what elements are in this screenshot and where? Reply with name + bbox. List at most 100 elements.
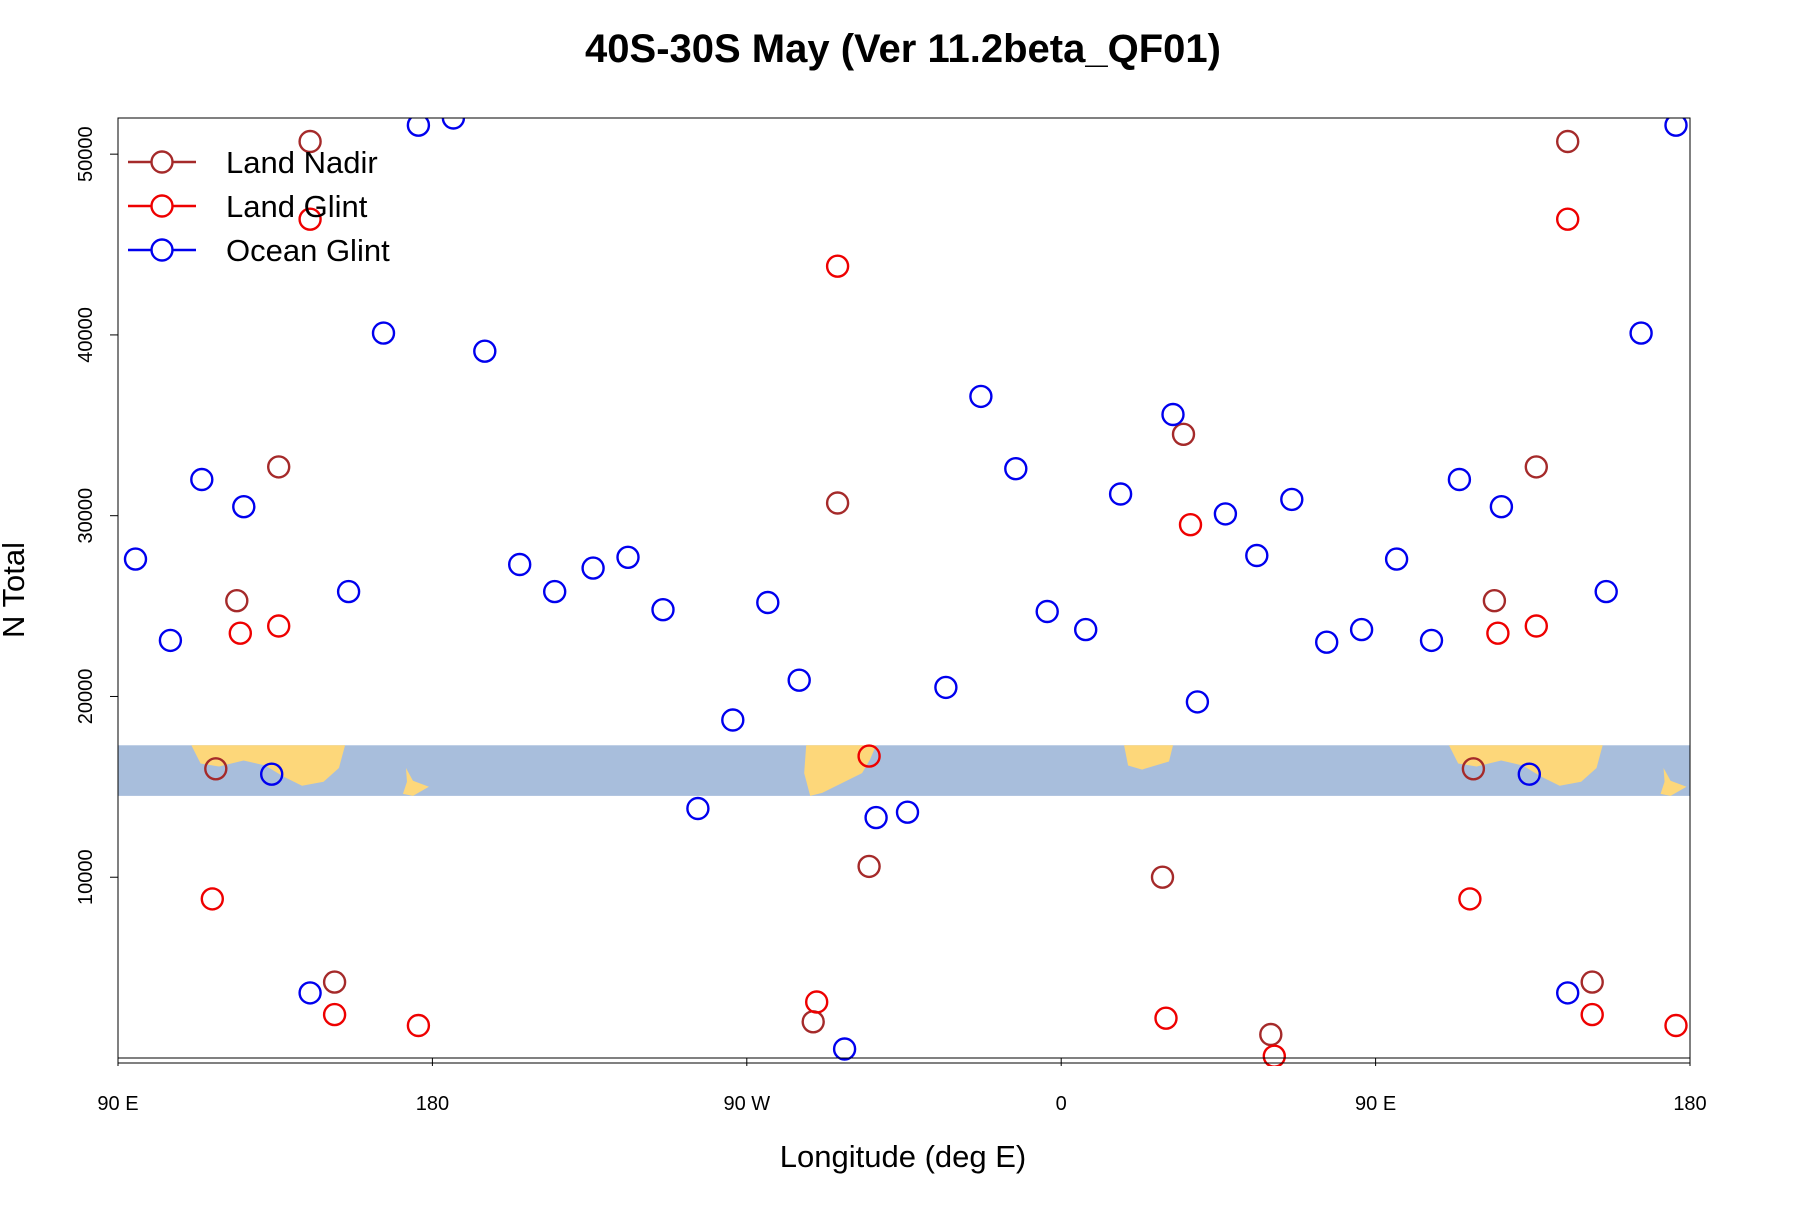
- ocean-glint-point-16: [651, 598, 675, 622]
- legend-label-ocean-glint: Ocean Glint: [226, 233, 390, 268]
- ocean-glint-point-12: [508, 552, 532, 577]
- land-glint-point-2: [228, 621, 253, 645]
- x-axis-label: Longitude (deg E): [780, 1139, 1026, 1174]
- land-nadir-point-10: [1259, 1022, 1283, 1047]
- ocean-glint-point-5: [260, 762, 284, 786]
- land-nadir-point-8: [1150, 865, 1175, 889]
- land-nadir-point-12: [1482, 589, 1507, 613]
- ocean-glint-point-29: [1108, 482, 1133, 506]
- land-nadir-point-5: [322, 970, 347, 994]
- ocean-glint-point-7: [336, 579, 361, 604]
- ocean-glint-point-8: [371, 321, 396, 345]
- ocean-glint-point-19: [756, 590, 780, 615]
- land-glint-point-8: [825, 254, 850, 278]
- ocean-glint-point-2: [158, 628, 183, 653]
- ocean-glint-point-3: [190, 467, 214, 492]
- ocean-glint-point-1: [123, 547, 148, 571]
- land-glint-point-3: [267, 614, 291, 638]
- data-points: [123, 118, 1688, 1066]
- ocean-glint-point-26: [1004, 457, 1028, 481]
- ocean-glint-point-25: [969, 384, 993, 409]
- land-nadir-point-15: [1580, 970, 1604, 994]
- ocean-glint-point-32: [1213, 502, 1238, 526]
- ocean-glint-point-34: [1280, 487, 1304, 512]
- legend-label-land-glint: Land Glint: [226, 189, 368, 224]
- y-tick-label-5: 50000: [75, 126, 97, 182]
- ocean-glint-point-36: [1349, 617, 1374, 642]
- ocean-glint-point-9: [406, 118, 431, 137]
- land-nadir-point-7: [857, 854, 881, 879]
- ocean-glint-point-20: [787, 668, 811, 692]
- land-glint-point-1: [200, 887, 225, 911]
- land-nadir-point-2: [225, 589, 249, 613]
- ocean-glint-point-41: [1517, 762, 1542, 786]
- ocean-glint-point-4: [232, 495, 256, 519]
- ocean-glint-point-17: [686, 796, 710, 821]
- ocean-glint-point-21: [832, 1037, 857, 1061]
- x-tick-label-1: 90 E: [97, 1093, 138, 1115]
- ocean-glint-point-6: [298, 981, 322, 1005]
- ocean-glint-point-28: [1073, 617, 1098, 642]
- x-tick-label-3: 90 W: [723, 1093, 770, 1115]
- land-glint-point-14: [1486, 621, 1510, 645]
- y-axis-ticks: 10000 20000 30000 40000 50000: [75, 126, 118, 905]
- x-tick-label-5: 90 E: [1355, 1093, 1396, 1115]
- ocean-glint-point-13: [543, 579, 567, 604]
- land-glint-point-9: [857, 744, 881, 768]
- ocean-glint-point-14: [581, 556, 605, 580]
- land-nadir-point-6: [825, 491, 850, 515]
- legend: Land Nadir Land Glint Ocean Glint: [128, 145, 390, 268]
- x-tick-label-2: 180: [416, 1093, 449, 1115]
- ocean-glint-point-18: [721, 708, 745, 732]
- x-tick-label-6: 180: [1673, 1093, 1706, 1115]
- land-nadir-point-4: [298, 129, 322, 154]
- y-tick-label-3: 30000: [75, 488, 97, 544]
- ocean-glint-point-35: [1314, 630, 1339, 654]
- x-tick-label-4: 0: [1056, 1093, 1067, 1115]
- y-tick-label-4: 40000: [75, 307, 97, 363]
- land-glint-point-16: [1555, 207, 1580, 231]
- ocean-glint-point-37: [1384, 547, 1409, 571]
- ocean-glint-point-33: [1245, 543, 1269, 568]
- ocean-band: [118, 745, 1690, 796]
- ocean-glint-point-22: [864, 805, 888, 830]
- land-nadir-point-13: [1524, 455, 1549, 479]
- land-nadir-point-9: [1171, 422, 1196, 446]
- ocean-glint-point-38: [1419, 628, 1444, 653]
- legend-label-land-nadir: Land Nadir: [226, 145, 378, 180]
- x-axis-ticks: 90 E 180 90 W 0 90 E 180: [97, 1058, 1707, 1115]
- legend-marker-land-glint: [150, 194, 174, 218]
- land-nadir-point-14: [1555, 129, 1580, 154]
- land-nadir-point-3: [267, 455, 291, 479]
- ocean-glint-point-30: [1185, 690, 1210, 714]
- land-glint-point-6: [406, 1013, 431, 1038]
- ocean-glint-point-42: [1555, 981, 1580, 1005]
- land-glint-point-5: [322, 1002, 347, 1027]
- land-glint-point-18: [1664, 1013, 1688, 1038]
- ocean-glint-point-40: [1489, 495, 1514, 519]
- ocean-glint-point-27: [1035, 599, 1059, 624]
- land-glint-point-10: [1154, 1006, 1178, 1030]
- land-nadir-point-16: [801, 1010, 825, 1034]
- land-glint-point-17: [1580, 1002, 1604, 1027]
- ocean-glint-point-45: [1664, 118, 1688, 137]
- chart-title: 40S-30S May (Ver 11.2beta_QF01): [585, 27, 1221, 71]
- legend-marker-ocean-glint: [150, 238, 174, 262]
- land-new-zealand-1: [402, 768, 429, 796]
- ocean-glint-point-10: [441, 118, 466, 130]
- ocean-glint-point-24: [934, 675, 958, 700]
- map-band: [118, 745, 1690, 796]
- ocean-glint-point-23: [895, 800, 920, 824]
- legend-marker-land-nadir: [150, 150, 174, 174]
- land-nadir-point-11: [1461, 757, 1486, 781]
- land-glint-point-7: [805, 990, 829, 1014]
- ocean-glint-point-31: [1161, 402, 1185, 427]
- y-tick-label-1: 10000: [75, 849, 97, 905]
- ocean-glint-point-39: [1447, 467, 1472, 492]
- y-axis-label: N Total: [0, 542, 31, 638]
- land-africa: [1124, 745, 1173, 770]
- plot-frame: [117, 117, 1691, 1059]
- land-glint-point-11: [1178, 513, 1203, 537]
